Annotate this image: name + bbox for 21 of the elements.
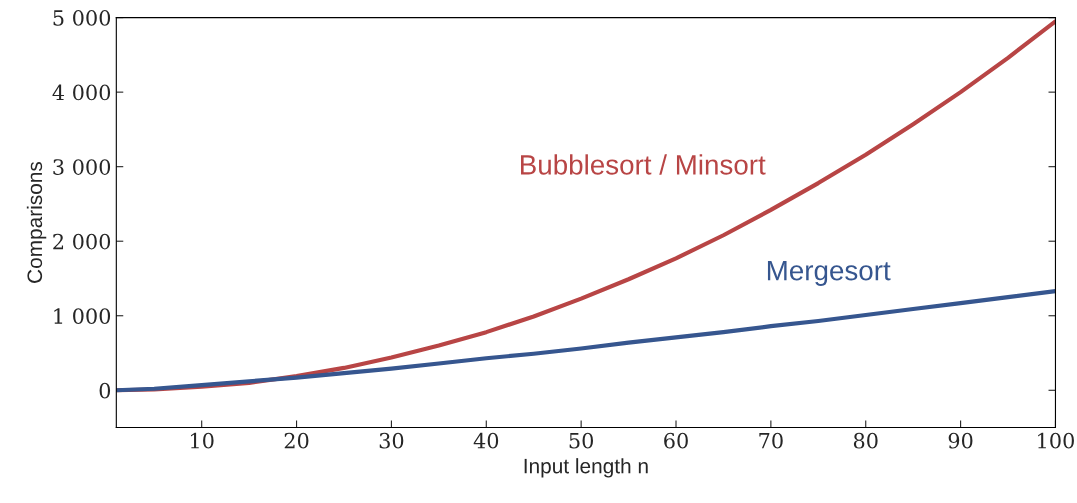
x-tick-label: 20 [284, 432, 309, 449]
x-tick-label: 70 [759, 432, 783, 449]
x-tick-label: 90 [948, 432, 973, 449]
x-axis-title: Input length n [524, 458, 648, 478]
x-tick-label: 30 [379, 432, 404, 449]
x-tick-label: 40 [473, 432, 499, 449]
series-label: Bubblesort / Minsort [521, 154, 766, 175]
x-tick-label: 100 [1038, 432, 1074, 449]
x-tick-label: 80 [853, 432, 878, 449]
y-axis-title: Comparisons [26, 161, 47, 283]
x-tick-label: 10 [190, 432, 214, 449]
y-tick-label: 4 000 [52, 84, 111, 101]
y-tick-label: 1 000 [54, 308, 111, 324]
x-tick-label: 50 [569, 432, 594, 449]
y-tick-label: 5 000 [53, 10, 111, 26]
y-tick-label: 0 [99, 382, 111, 399]
y-tick-label: 2 000 [53, 233, 111, 250]
x-tick-label: 60 [664, 432, 688, 449]
y-tick-label: 3 000 [53, 159, 111, 175]
line-series [116, 289, 1056, 393]
series-label: Mergesort [767, 261, 891, 286]
